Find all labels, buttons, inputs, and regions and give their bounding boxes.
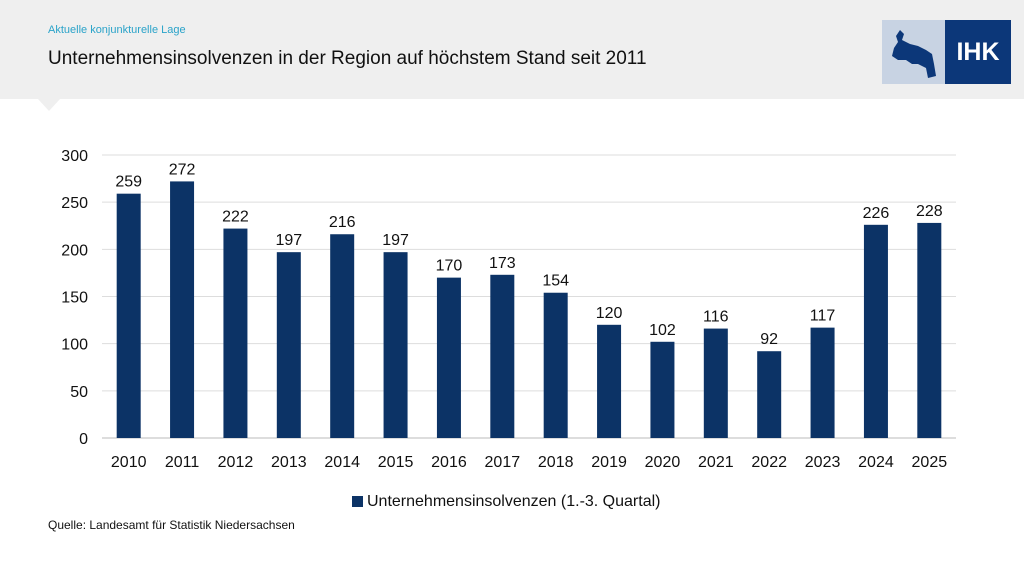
- data-label: 154: [542, 273, 569, 290]
- data-label: 259: [115, 174, 142, 191]
- data-label: 197: [382, 232, 409, 249]
- x-tick-label: 2015: [378, 454, 414, 471]
- bar-2024: [863, 224, 888, 438]
- bar-2015: [383, 252, 408, 438]
- y-tick-label: 0: [79, 431, 88, 448]
- x-tick-label: 2013: [271, 454, 307, 471]
- bar-2020: [650, 341, 675, 438]
- data-label: 173: [489, 255, 516, 272]
- bar-2011: [170, 181, 195, 438]
- x-tick-label: 2012: [218, 454, 254, 471]
- bar-2025: [917, 222, 942, 438]
- data-label: 272: [169, 161, 196, 178]
- header-band: [0, 0, 1024, 99]
- x-tick-label: 2020: [645, 454, 681, 471]
- x-tick-label: 2021: [698, 454, 734, 471]
- bar-2014: [330, 234, 355, 438]
- data-label: 216: [329, 214, 356, 231]
- data-label: 197: [275, 232, 302, 249]
- source-note: Quelle: Landesamt für Statistik Niedersa…: [48, 518, 295, 532]
- x-tick-label: 2011: [165, 454, 200, 471]
- bar-2012: [223, 228, 248, 438]
- legend-swatch: [352, 496, 363, 507]
- data-label: 228: [916, 203, 943, 220]
- y-tick-label: 150: [61, 290, 88, 307]
- bar-2016: [436, 277, 461, 438]
- x-tick-label: 2024: [858, 454, 894, 471]
- data-label: 222: [222, 209, 249, 226]
- kicker: Aktuelle konjunkturelle Lage: [48, 24, 186, 36]
- legend-label: Unternehmensinsolvenzen (1.-3. Quartal): [367, 493, 660, 510]
- bar-2013: [276, 252, 301, 438]
- bar-2022: [757, 351, 782, 438]
- y-tick-label: 300: [61, 148, 88, 165]
- x-tick-label: 2019: [591, 454, 627, 471]
- page-title: Unternehmensinsolvenzen in der Region au…: [48, 48, 647, 69]
- y-tick-label: 200: [61, 242, 88, 259]
- data-label: 170: [436, 258, 463, 275]
- x-tick-label: 2025: [912, 454, 948, 471]
- ihk-logo: IHK: [882, 20, 1011, 84]
- data-label: 117: [810, 308, 836, 325]
- logo-text: IHK: [945, 20, 1011, 84]
- data-label: 102: [649, 322, 676, 339]
- y-tick-label: 100: [61, 337, 88, 354]
- bar-2017: [490, 274, 515, 438]
- region-map-icon: [882, 20, 945, 84]
- x-tick-label: 2018: [538, 454, 574, 471]
- x-tick-label: 2014: [324, 454, 360, 471]
- x-tick-label: 2023: [805, 454, 841, 471]
- bar-2021: [703, 328, 728, 438]
- bar-2019: [597, 324, 622, 438]
- data-label: 120: [596, 305, 623, 322]
- data-label: 92: [760, 331, 778, 348]
- bar-2010: [116, 193, 141, 438]
- bar-2023: [810, 327, 835, 438]
- y-tick-label: 250: [61, 195, 88, 212]
- x-tick-label: 2010: [111, 454, 147, 471]
- y-tick-label: 50: [70, 384, 88, 401]
- x-tick-label: 2017: [485, 454, 521, 471]
- x-tick-label: 2022: [751, 454, 787, 471]
- header-pointer: [38, 99, 60, 111]
- bar-2018: [543, 292, 568, 438]
- x-tick-label: 2016: [431, 454, 467, 471]
- data-label: 226: [863, 205, 890, 222]
- data-label: 116: [703, 309, 729, 326]
